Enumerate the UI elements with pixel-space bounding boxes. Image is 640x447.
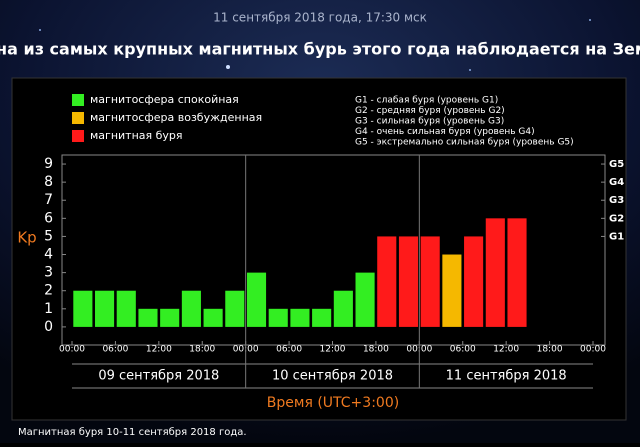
bar xyxy=(377,236,397,327)
note: G2 - средняя буря (уровень G2) xyxy=(355,106,505,116)
y-tick-label: 8 xyxy=(44,174,53,190)
y-tick-label: 7 xyxy=(44,192,53,208)
y2-tick-label: G5 xyxy=(609,159,624,170)
y-axis-label: Kp xyxy=(17,229,36,247)
bar xyxy=(95,290,115,327)
day-label: 10 сентября 2018 xyxy=(272,369,393,384)
bar xyxy=(355,272,375,327)
x-tick-label: 18:00 xyxy=(363,345,389,355)
x-tick-label: 00:00 xyxy=(59,345,85,355)
y-tick-label: 5 xyxy=(44,228,53,244)
x-tick-label: 12:00 xyxy=(493,345,519,355)
x-tick-label: 06:00 xyxy=(276,345,302,355)
x-tick-label: 18:00 xyxy=(189,345,215,355)
bar xyxy=(73,290,93,327)
bar xyxy=(290,308,310,327)
legend-swatch xyxy=(72,94,84,106)
y2-tick-label: G3 xyxy=(609,195,624,206)
bar xyxy=(507,218,527,327)
legend-swatch xyxy=(72,112,84,124)
note: G5 - экстремально сильная буря (уровень … xyxy=(355,138,574,148)
x-tick-label: 06:00 xyxy=(102,345,128,355)
y-tick-label: 9 xyxy=(44,156,53,172)
y2-tick-label: G1 xyxy=(609,231,624,242)
y-tick-label: 6 xyxy=(44,210,53,226)
x-axis-label: Время (UTC+3:00) xyxy=(267,395,399,411)
bar xyxy=(225,290,245,327)
x-tick-label: 06:00 xyxy=(450,345,476,355)
y2-tick-label: G4 xyxy=(609,177,624,188)
bar xyxy=(138,308,158,327)
y-tick-label: 1 xyxy=(44,301,53,317)
legend-label: магнитосфера возбужденная xyxy=(90,111,262,124)
bar xyxy=(116,290,136,327)
bar xyxy=(442,254,462,327)
y-tick-label: 0 xyxy=(44,319,53,335)
star xyxy=(226,65,230,69)
bar xyxy=(333,290,353,327)
caption: Магнитная буря 10-11 сентября 2018 года. xyxy=(18,427,247,438)
y-tick-label: 4 xyxy=(44,247,53,263)
x-tick-label: 00:00 xyxy=(580,345,606,355)
bar xyxy=(268,308,288,327)
day-label: 11 сентября 2018 xyxy=(446,369,567,384)
headline: Одна из самых крупных магнитных бурь это… xyxy=(0,40,640,59)
bar xyxy=(160,308,180,327)
star xyxy=(469,69,471,71)
y-tick-label: 2 xyxy=(44,283,53,299)
date: 11 сентября 2018 года, 17:30 мск xyxy=(213,11,427,25)
plot-frame xyxy=(61,154,606,346)
bar xyxy=(398,236,419,327)
legend-swatch xyxy=(72,130,84,142)
star xyxy=(39,29,41,31)
note: G1 - слабая буря (уровень G1) xyxy=(355,96,498,106)
note: G4 - очень сильная буря (уровень G4) xyxy=(355,127,535,137)
bar xyxy=(485,218,505,327)
note: G3 - сильная буря (уровень G3) xyxy=(355,117,504,127)
bar xyxy=(203,308,223,327)
bar xyxy=(181,290,201,327)
day-label: 09 сентября 2018 xyxy=(98,369,219,384)
bar xyxy=(464,236,484,327)
x-tick-label: 12:00 xyxy=(320,345,346,355)
x-tick-label: 18:00 xyxy=(537,345,563,355)
bar xyxy=(312,308,332,327)
star xyxy=(589,19,591,21)
legend-label: магнитная буря xyxy=(90,129,183,142)
bar xyxy=(420,236,440,327)
legend-label: магнитосфера спокойная xyxy=(90,93,239,106)
x-tick-label: 12:00 xyxy=(146,345,172,355)
y-tick-label: 3 xyxy=(44,265,53,281)
y2-tick-label: G2 xyxy=(609,213,624,224)
bar xyxy=(246,272,267,327)
